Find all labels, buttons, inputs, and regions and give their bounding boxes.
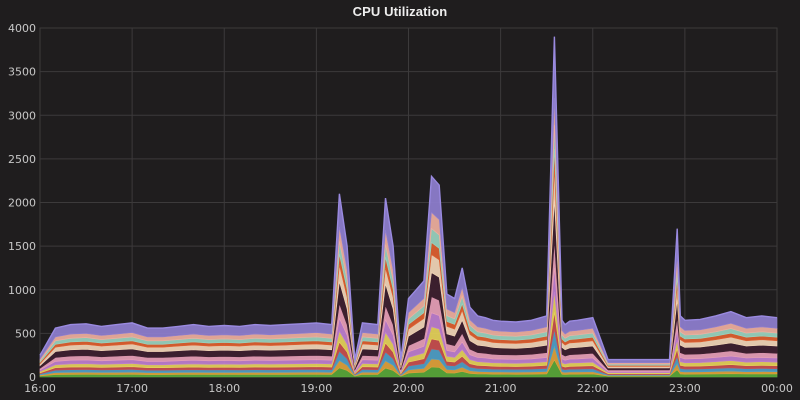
x-tick-label: 21:00 [485,382,517,395]
x-axis-ticks: 16:00 17:00 18:00 19:00 20:00 21:00 22:00 23:00… [24,382,793,395]
y-axis-ticks: 0 500 1000 1500 2000 2500 3000 3500 4000 [8,22,36,384]
stacked-areas [39,36,778,378]
y-tick-label: 3500 [8,66,36,79]
x-tick-label: 18:00 [208,382,240,395]
x-tick-label: 16:00 [24,382,56,395]
chart-title: CPU Utilization [352,4,448,19]
x-tick-label: 19:00 [301,382,333,395]
y-tick-label: 2000 [8,197,36,210]
total-line [39,36,778,361]
y-tick-label: 1500 [8,240,36,253]
y-tick-label: 1000 [8,284,36,297]
y-tick-label: 500 [15,327,36,340]
x-tick-label: 20:00 [393,382,425,395]
y-tick-label: 2500 [8,153,36,166]
y-tick-label: 4000 [8,22,36,35]
y-tick-label: 3000 [8,109,36,122]
x-tick-label: 17:00 [116,382,148,395]
y-tick-label: 0 [29,371,36,384]
x-tick-label: 23:00 [669,382,701,395]
x-tick-label: 00:00 [761,382,793,395]
x-tick-label: 22:00 [577,382,609,395]
